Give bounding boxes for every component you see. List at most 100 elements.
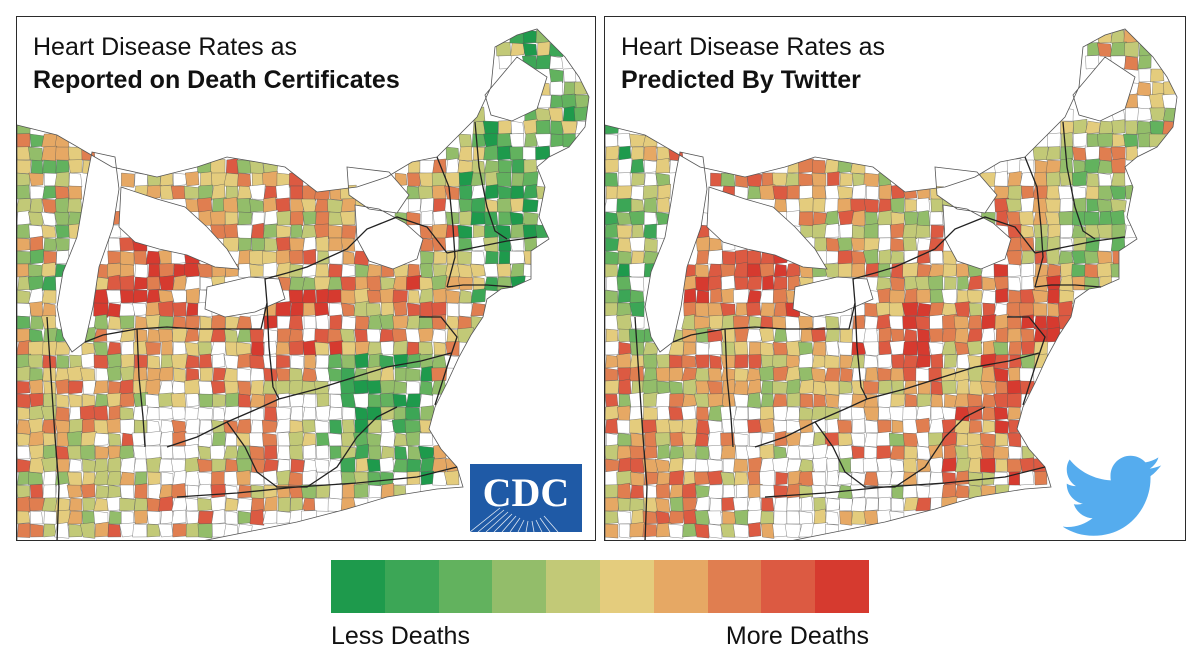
county: [185, 470, 200, 487]
county: [1152, 81, 1165, 96]
county: [1096, 224, 1113, 239]
county: [328, 263, 343, 279]
county: [470, 197, 487, 213]
county: [605, 380, 620, 395]
county: [643, 223, 658, 239]
state-border: [419, 316, 458, 406]
county: [928, 328, 944, 343]
county: [445, 146, 460, 161]
county: [1005, 250, 1022, 266]
county: [695, 326, 711, 343]
county: [290, 224, 304, 239]
county: [994, 419, 1010, 434]
county: [563, 81, 577, 96]
county: [720, 302, 736, 317]
county: [575, 120, 591, 135]
county: [1047, 132, 1061, 148]
county: [747, 185, 762, 200]
county: [315, 405, 331, 421]
legend-swatch-5: [546, 560, 600, 613]
county: [498, 211, 512, 226]
county: [509, 133, 525, 148]
county: [734, 367, 749, 382]
county: [433, 250, 448, 265]
county: [212, 431, 226, 447]
county: [522, 198, 539, 213]
county: [17, 237, 31, 252]
county: [761, 432, 775, 447]
county: [81, 393, 96, 408]
county: [876, 302, 892, 317]
county: [236, 328, 252, 343]
county: [521, 55, 538, 70]
county: [171, 419, 187, 434]
county: [681, 432, 697, 447]
county: [1098, 172, 1113, 187]
county: [458, 276, 474, 291]
county: [605, 211, 619, 226]
county: [134, 471, 148, 486]
county: [290, 185, 304, 200]
county: [1008, 289, 1022, 304]
county: [966, 406, 983, 421]
county: [732, 497, 749, 512]
county: [223, 172, 239, 188]
county: [197, 197, 213, 213]
county: [681, 354, 697, 369]
county: [1046, 249, 1061, 265]
county: [329, 185, 343, 201]
county: [211, 471, 226, 487]
county: [839, 328, 853, 343]
county: [916, 184, 931, 200]
county: [561, 94, 577, 109]
county: [404, 419, 421, 434]
county: [69, 497, 83, 512]
county: [761, 497, 775, 512]
county: [629, 133, 646, 148]
county: [459, 211, 473, 226]
county: [17, 496, 31, 513]
county: [55, 146, 71, 161]
county: [840, 367, 853, 382]
county: [367, 341, 383, 356]
county: [733, 393, 749, 408]
county: [928, 237, 945, 253]
county: [328, 211, 344, 226]
county: [709, 237, 723, 252]
county: [915, 224, 931, 239]
county: [1047, 288, 1061, 304]
county: [199, 367, 214, 382]
county-cells: [17, 28, 591, 539]
county: [851, 418, 866, 434]
county: [642, 250, 659, 265]
county: [617, 510, 632, 525]
county: [43, 393, 57, 408]
county: [406, 380, 421, 395]
county: [629, 237, 646, 252]
county: [510, 198, 525, 213]
county: [851, 263, 866, 278]
county: [837, 445, 853, 460]
county: [605, 314, 619, 331]
county: [772, 380, 789, 395]
county: [928, 341, 944, 357]
county: [302, 236, 317, 252]
county: [644, 431, 658, 448]
county: [889, 471, 906, 486]
county: [928, 417, 945, 435]
county: [864, 315, 879, 331]
county: [889, 340, 906, 356]
county: [941, 340, 957, 356]
county: [275, 341, 291, 356]
county: [132, 523, 148, 538]
county: [915, 405, 931, 421]
county: [56, 354, 70, 369]
county: [17, 471, 31, 486]
county: [145, 445, 162, 460]
county: [837, 185, 853, 200]
county: [510, 223, 526, 239]
county: [560, 120, 578, 135]
county: [261, 419, 278, 434]
county: [1007, 380, 1022, 395]
county: [798, 158, 814, 174]
